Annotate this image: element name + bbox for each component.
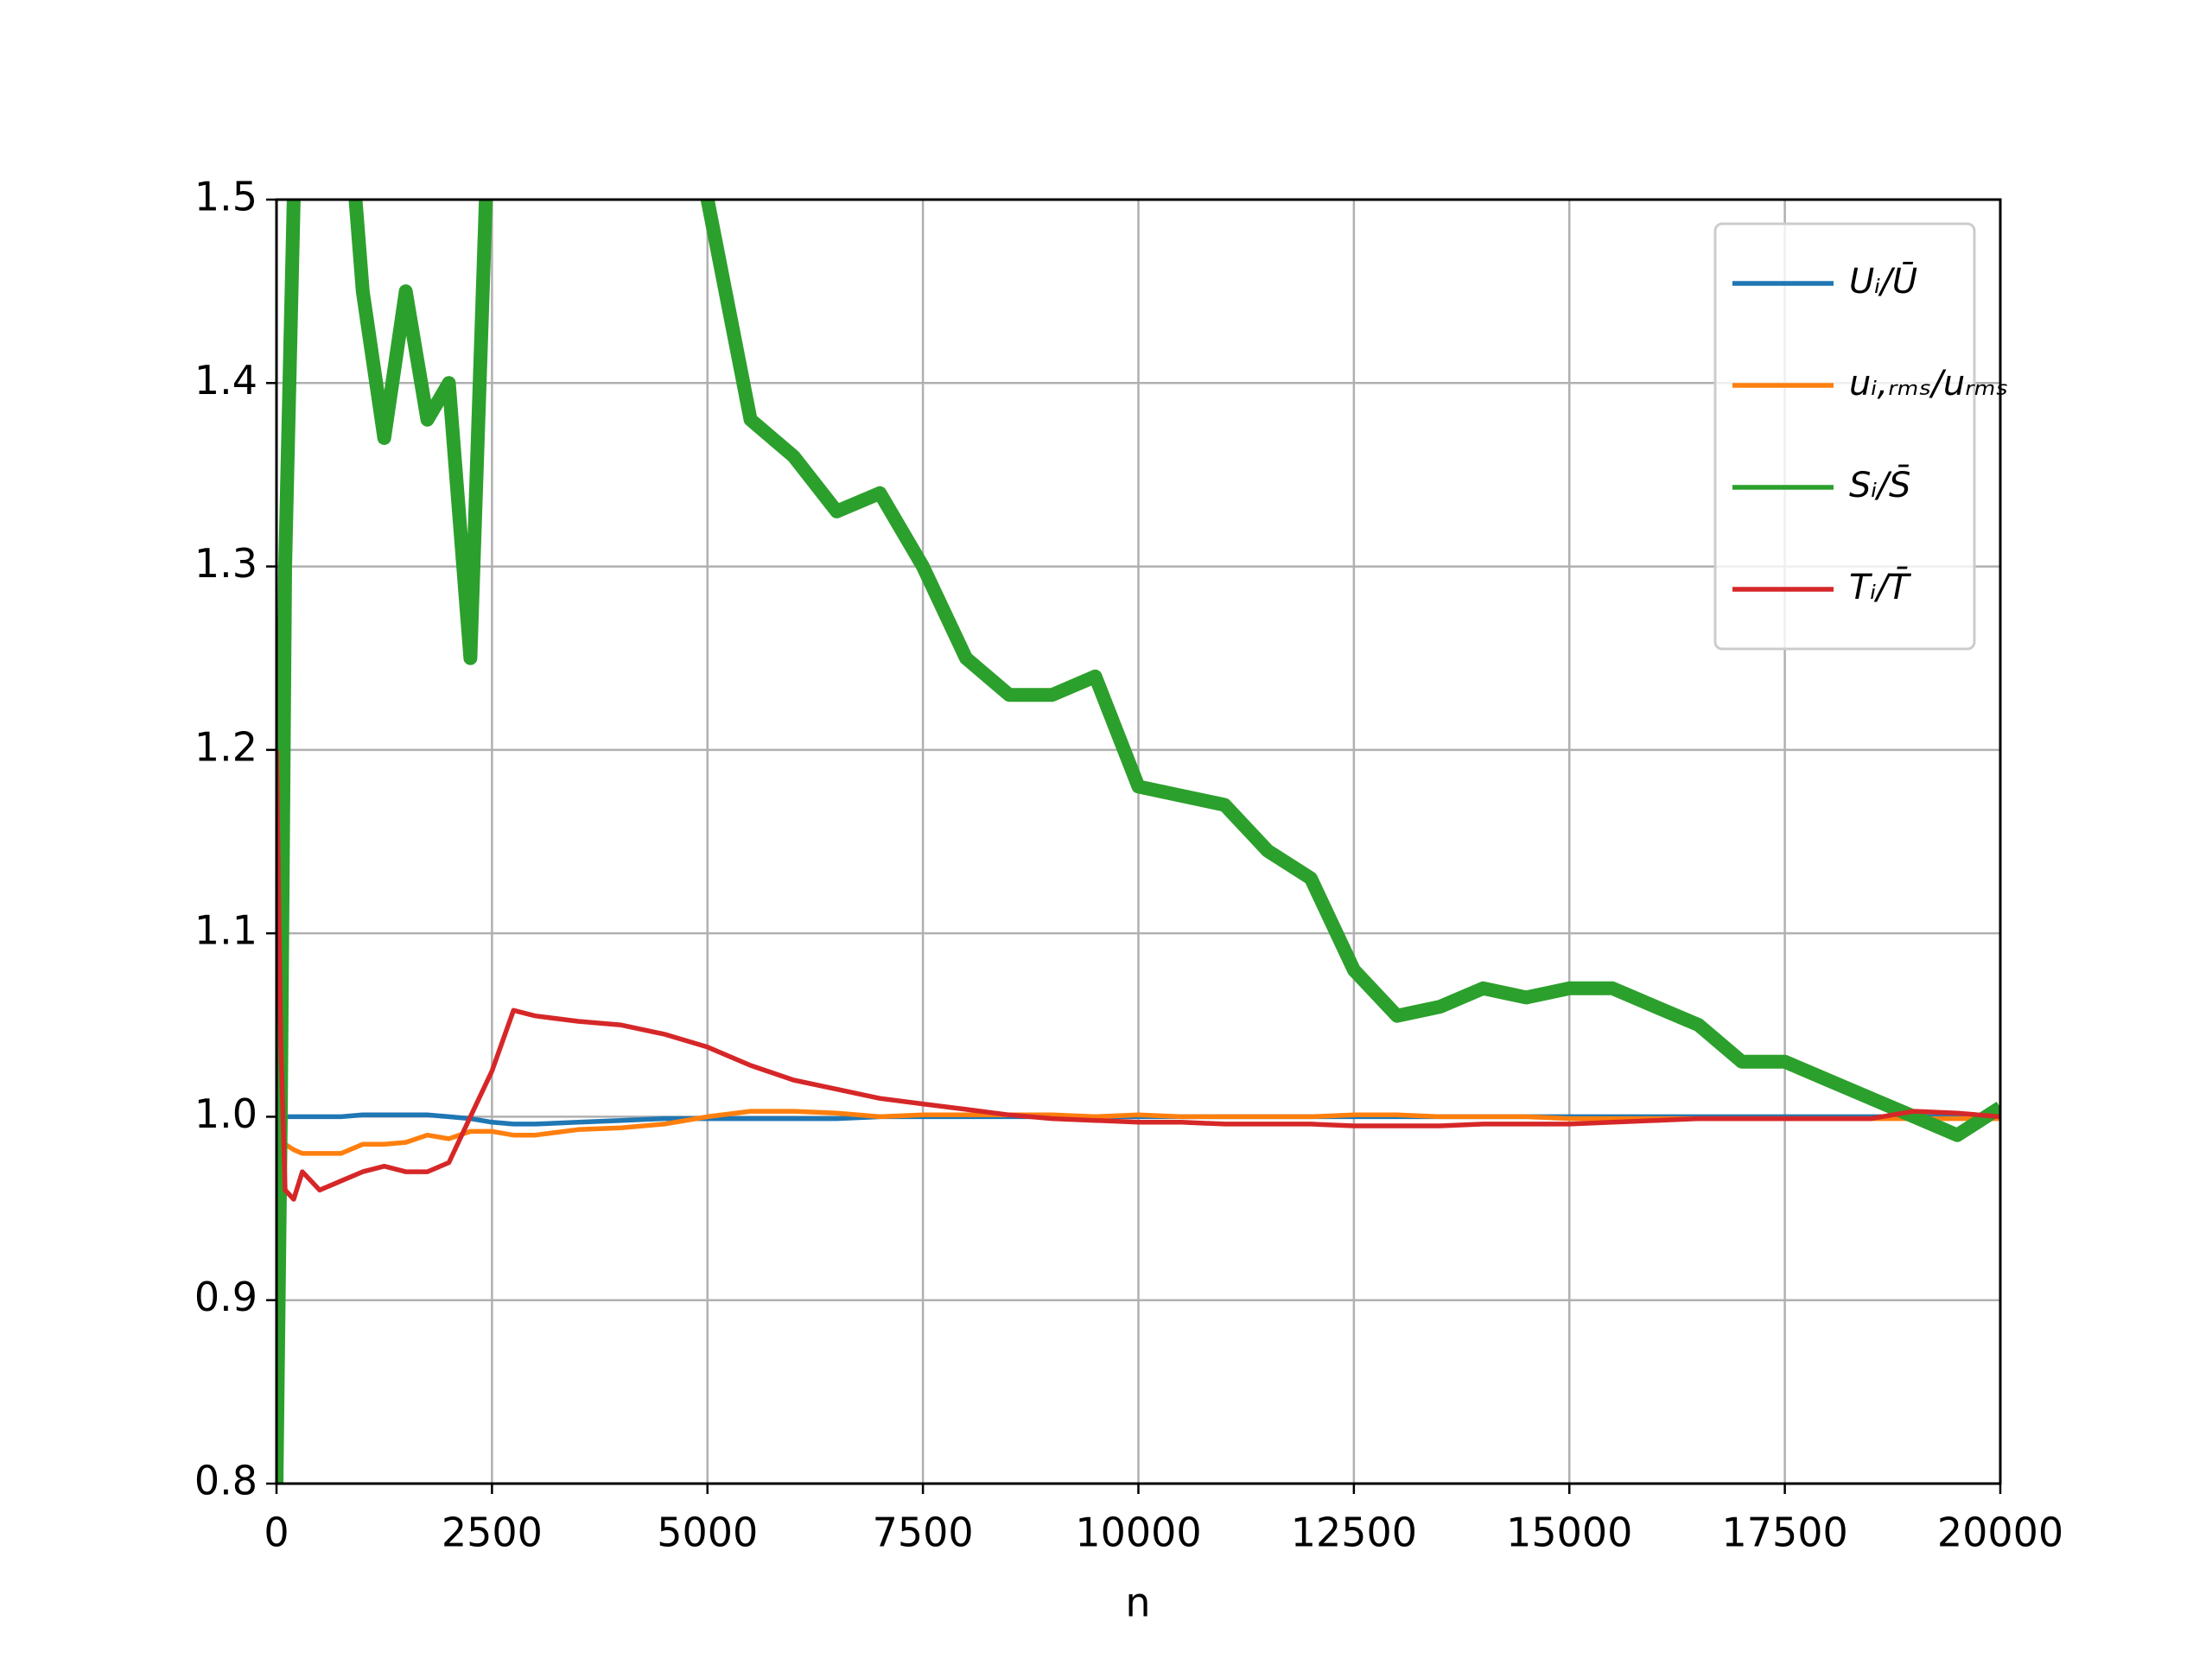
x-axis-label: n	[1125, 1580, 1150, 1626]
y-tick-label: 1.2	[194, 723, 257, 770]
x-tick-label: 7500	[873, 1510, 974, 1556]
legend-label: Tᵢ/T̄	[1849, 566, 1912, 607]
y-tick-label: 0.8	[194, 1458, 257, 1504]
y-tick-label: 0.9	[194, 1274, 257, 1320]
y-tick-label: 1.5	[194, 174, 257, 220]
legend-label: Sᵢ/S̄	[1849, 464, 1910, 505]
x-tick-label: 0	[264, 1510, 289, 1556]
legend-box	[1713, 222, 1976, 651]
series-line	[276, 749, 2000, 1202]
y-tick-label: 1.1	[194, 907, 257, 954]
series-line	[276, 200, 2000, 1484]
legend: Uᵢ/Ū uᵢ,ᵣₘₛ/uᵣₘₛ Sᵢ/S̄ Tᵢ/T̄	[1713, 222, 2008, 651]
y-tick-label: 1.3	[194, 540, 257, 587]
x-tick-label: 2500	[442, 1510, 543, 1556]
legend-label: Uᵢ/Ū	[1849, 261, 1917, 302]
y-tick-label: 1.4	[194, 357, 257, 404]
x-tick-label: 20000	[1937, 1510, 2063, 1556]
plot-area	[276, 200, 2000, 1484]
x-tick-label: 17500	[1721, 1510, 1847, 1556]
y-tick-label: 1.0	[194, 1090, 257, 1137]
ticks: 0 2500 5000 7500 10000 12500 15000 17500 20000 0.…	[194, 174, 2063, 1556]
x-tick-label: 10000	[1075, 1510, 1201, 1556]
legend-label: uᵢ,ᵣₘₛ/uᵣₘₛ	[1849, 364, 2008, 404]
x-tick-label: 15000	[1506, 1510, 1632, 1556]
x-tick-label: 5000	[657, 1510, 758, 1556]
x-tick-label: 12500	[1291, 1510, 1417, 1556]
